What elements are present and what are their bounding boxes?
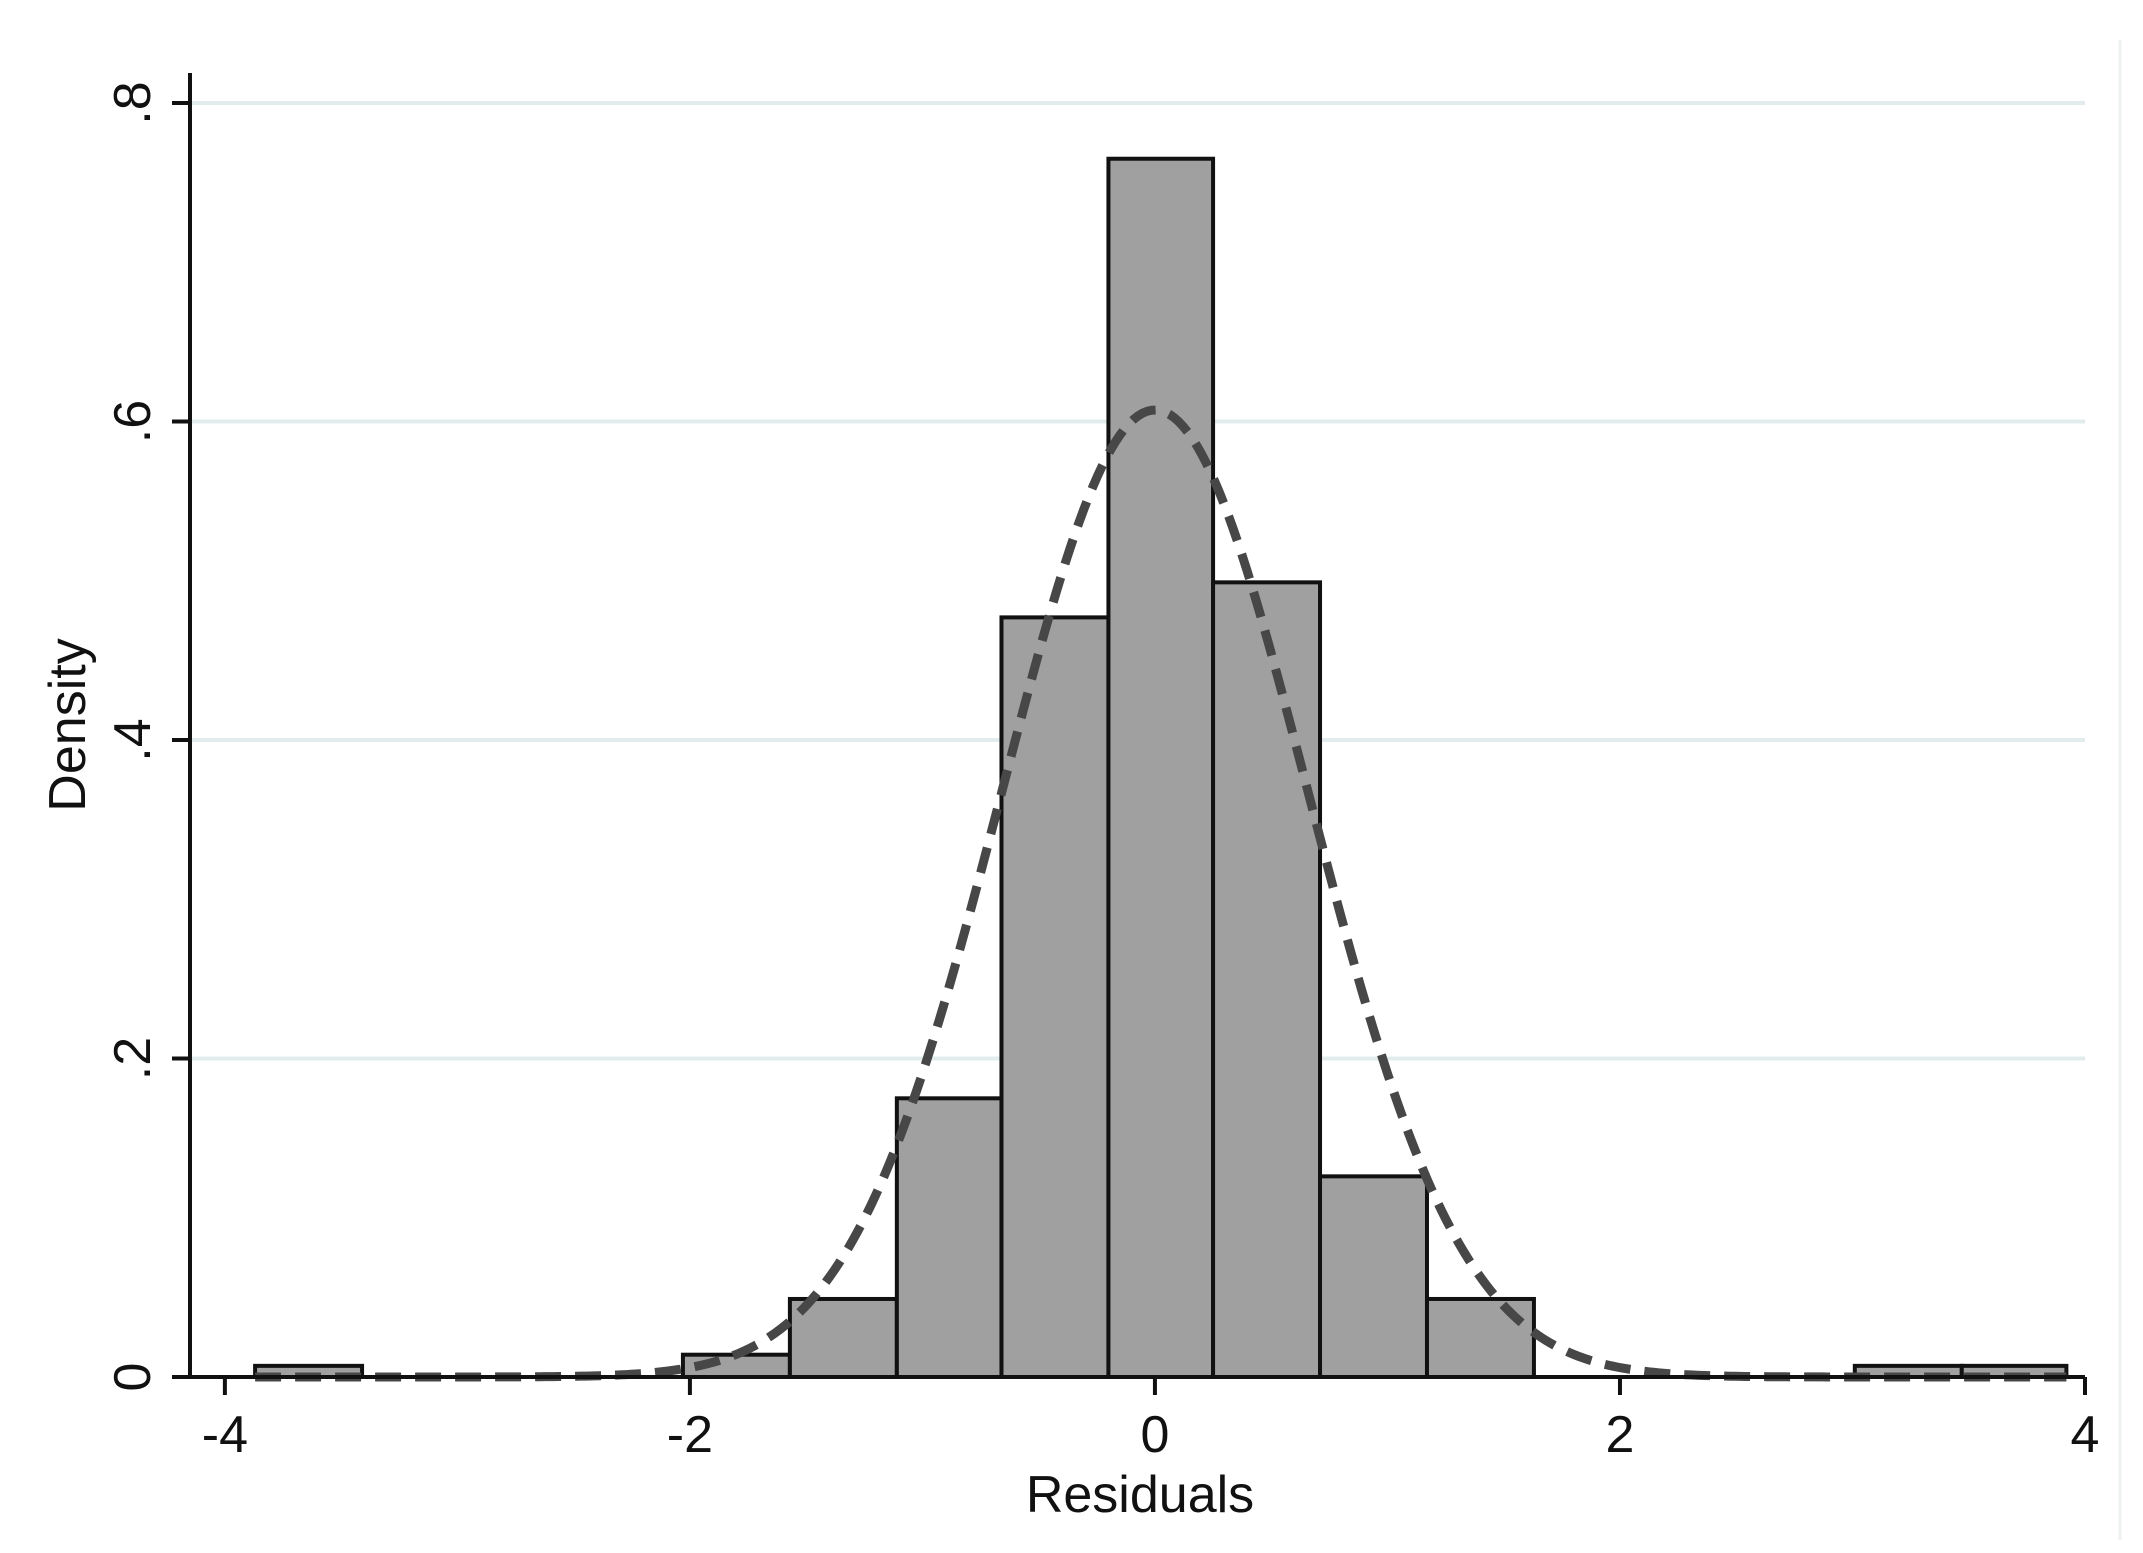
y-axis-title: Density xyxy=(39,638,97,811)
x-tick-label-1: -2 xyxy=(667,1406,713,1464)
histogram-bar-6 xyxy=(1211,580,1323,1379)
histogram-bar-2 xyxy=(787,1296,899,1380)
x-tick-label-3: 2 xyxy=(1606,1406,1635,1464)
histogram-bar-5 xyxy=(1106,156,1216,1379)
y-tick-label-1: .2 xyxy=(104,1037,162,1080)
axes xyxy=(172,73,2087,1395)
x-tick-label-2: 0 xyxy=(1140,1406,1169,1464)
histogram-bar-8 xyxy=(1424,1296,1536,1380)
histogram-bar-3 xyxy=(894,1096,1004,1379)
y-tick-label-4: .8 xyxy=(104,81,162,124)
histogram-bars xyxy=(253,156,2069,1380)
histogram-bar-4 xyxy=(999,615,1111,1379)
histogram-bar-7 xyxy=(1318,1174,1429,1379)
x-tick-label-4: 4 xyxy=(2071,1406,2100,1464)
y-tick-label-0: 0 xyxy=(104,1363,162,1392)
y-tick-label-2: .4 xyxy=(104,718,162,761)
x-axis-title: Residuals xyxy=(1026,1466,1254,1524)
x-tick-label-0: -4 xyxy=(202,1406,248,1464)
y-tick-label-3: .6 xyxy=(104,400,162,443)
tick-labels: -4 -2 0 2 4 0 .2 .4 .6 .8 xyxy=(104,81,2099,1464)
